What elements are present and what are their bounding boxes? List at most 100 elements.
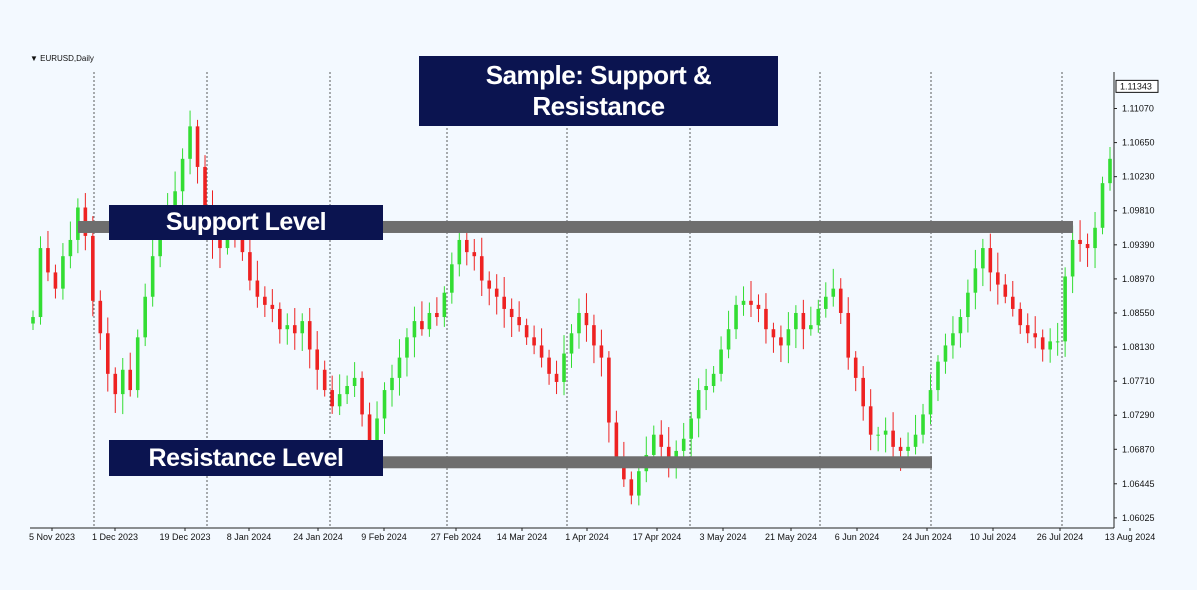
candle-body <box>382 390 387 419</box>
x-tick-label: 13 Aug 2024 <box>1105 532 1156 542</box>
y-tick-label: 1.08550 <box>1122 308 1155 318</box>
candle-body <box>120 369 125 395</box>
x-tick-label: 24 Jan 2024 <box>293 532 343 542</box>
candle-body <box>31 317 35 324</box>
candle-body <box>1085 244 1090 249</box>
candle-body <box>405 337 409 358</box>
candle-body <box>255 280 260 297</box>
candle-body <box>786 329 791 346</box>
candle-body <box>539 345 544 358</box>
y-tick-label: 1.09390 <box>1122 240 1155 250</box>
candle-body <box>76 207 80 240</box>
y-tick-label: 1.07710 <box>1122 376 1155 386</box>
candle-body <box>823 296 828 309</box>
candle-body <box>113 373 118 395</box>
candle-body <box>479 256 484 281</box>
candle-body <box>135 337 140 391</box>
candle-body <box>1093 227 1097 249</box>
candle-body <box>532 337 536 346</box>
candle-body <box>263 296 267 305</box>
candle-body <box>300 321 305 334</box>
candle-body <box>1010 296 1015 309</box>
candle-body <box>966 292 970 318</box>
support-level-label: Support Level <box>109 205 383 240</box>
x-tick-label: 19 Dec 2023 <box>159 532 210 542</box>
x-tick-label: 6 Jun 2024 <box>835 532 880 542</box>
candle-body <box>248 252 252 281</box>
x-tick-label: 1 Dec 2023 <box>92 532 138 542</box>
x-tick-label: 17 Apr 2024 <box>633 532 682 542</box>
candle-body <box>397 357 402 378</box>
candle-body <box>270 304 275 309</box>
current-price-box <box>1115 79 1159 93</box>
candle-body <box>906 446 910 451</box>
candle-body <box>487 280 492 289</box>
candle-body <box>771 329 776 338</box>
candle-body <box>554 373 559 382</box>
candle-body <box>853 357 858 378</box>
candle-body <box>711 373 716 387</box>
candle-body <box>195 126 200 167</box>
candle-body <box>315 349 320 370</box>
y-tick-label: 1.08130 <box>1122 342 1155 352</box>
candle-body <box>442 292 447 318</box>
candle-body <box>1033 333 1038 338</box>
candle-body <box>1018 308 1023 326</box>
x-tick-label: 1 Apr 2024 <box>565 532 609 542</box>
candle-body <box>1048 341 1052 350</box>
candle-body <box>936 361 940 391</box>
candle-body <box>1070 239 1075 277</box>
y-tick-label: 1.09810 <box>1122 206 1155 216</box>
y-tick-label: 1.06025 <box>1122 513 1155 523</box>
candle-body <box>435 312 439 318</box>
candle-body <box>794 312 798 330</box>
candle-body <box>46 248 50 273</box>
y-tick-label: 1.10650 <box>1122 138 1155 148</box>
candle-body <box>607 357 611 423</box>
x-tick-label: 8 Jan 2024 <box>227 532 272 542</box>
candle-body <box>562 353 566 382</box>
candle-body <box>928 390 933 415</box>
y-tick-label: 1.06445 <box>1122 479 1155 489</box>
candle-body <box>53 272 58 289</box>
candle-body <box>367 414 372 443</box>
candle-body <box>337 394 342 407</box>
resistance-level-bar <box>383 456 932 469</box>
candle-body <box>958 317 963 334</box>
candle-body <box>240 239 245 253</box>
candle-body <box>741 300 746 305</box>
candle-body <box>861 377 865 407</box>
candle-body <box>681 438 686 451</box>
title-box: Sample: Support & Resistance <box>419 56 778 126</box>
candle-body <box>390 377 394 391</box>
candle-body <box>1100 183 1105 228</box>
candle-body <box>91 235 95 301</box>
current-price-label: 1.11343 <box>1120 81 1152 91</box>
candle-body <box>278 308 282 330</box>
candle-body <box>659 434 664 447</box>
candle-body <box>599 345 604 358</box>
candle-body <box>524 325 529 338</box>
candle-body <box>375 418 379 443</box>
candle-body <box>427 312 432 330</box>
candle-body <box>1003 284 1008 297</box>
candle-body <box>951 333 955 346</box>
candle-body <box>883 430 888 435</box>
candle-body <box>996 272 1000 285</box>
candle-body <box>696 390 701 419</box>
symbol-label: ▼ EURUSD,Daily <box>30 54 94 63</box>
candle-body <box>105 333 110 374</box>
candle-body <box>38 248 43 318</box>
candle-body <box>420 321 424 330</box>
candle-body <box>921 414 925 435</box>
candle-body <box>143 296 147 338</box>
candle-body <box>345 386 349 395</box>
x-tick-label: 9 Feb 2024 <box>361 532 407 542</box>
x-tick-label: 14 Mar 2024 <box>497 532 548 542</box>
candle-body <box>734 304 738 330</box>
candle-body <box>651 434 656 455</box>
candle-body <box>128 369 133 391</box>
candle-body <box>726 329 731 350</box>
candle-body <box>622 459 626 480</box>
